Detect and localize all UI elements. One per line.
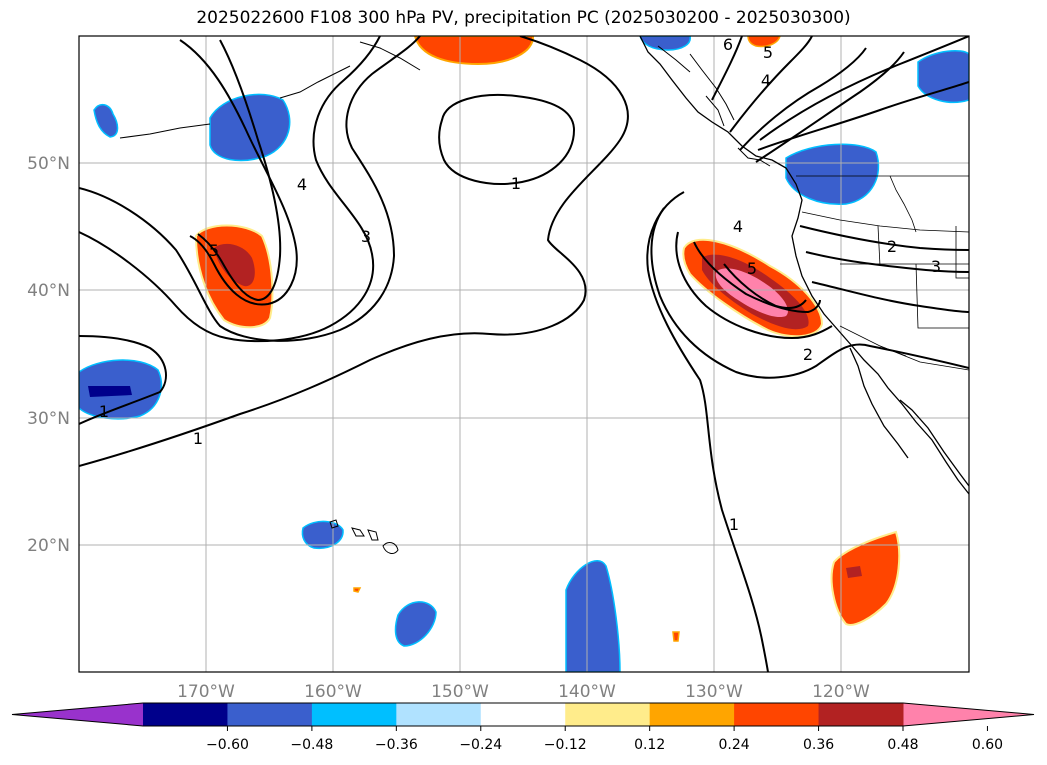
contour-label: 5	[209, 241, 219, 260]
precip-core-west-negative	[88, 386, 132, 397]
map-frame	[78, 35, 970, 673]
precip-blob-gulf-north-positive	[413, 36, 534, 66]
precip-blob-bering-negative	[209, 93, 291, 162]
contour-labels: 1 1 1 1 2 2 3 3 4 4 4 5 5 5 6	[99, 35, 941, 534]
gridlines	[79, 36, 969, 672]
map-title: 2025022600 F108 300 hPa PV, precipitatio…	[196, 8, 851, 28]
contour-label: 3	[361, 227, 371, 246]
lat-tick-label: 30°N	[27, 409, 70, 429]
pv-contour-4-ne	[739, 47, 867, 151]
precip-blob-gulf-negative	[639, 36, 691, 51]
precip-dot-positive-2	[672, 631, 680, 642]
pv-contour-5-east	[723, 263, 807, 309]
precip-blob-mexico-positive	[830, 530, 901, 626]
contour-label: 4	[297, 175, 307, 194]
contour-label: 5	[747, 259, 757, 278]
precip-core-mexico-positive	[846, 566, 862, 578]
colorbar-outline	[11, 702, 1035, 727]
lat-tick-label: 40°N	[27, 281, 70, 301]
contour-label: 1	[511, 174, 521, 193]
contour-label: 1	[729, 515, 739, 534]
pv-contour-1-south	[79, 36, 629, 467]
pv-contour-3-east	[675, 231, 833, 340]
precip-blob-south-negative	[394, 601, 437, 647]
colorbar-tick-label: −0.24	[459, 737, 502, 753]
pv-contour-5-ne	[729, 36, 813, 133]
pv-contour-4-west	[179, 39, 298, 306]
political-borders	[796, 175, 969, 371]
contour-label: 4	[761, 71, 771, 90]
colorbar-extend-high	[903, 703, 1034, 726]
colorbar-tick-label: −0.36	[375, 737, 418, 753]
lon-tick-label: 160°W	[304, 682, 362, 702]
coastlines	[119, 36, 969, 554]
pv-contour-3-west	[79, 36, 381, 343]
colorbar-tick-label: −0.60	[206, 737, 249, 753]
pv-contour-3-us	[805, 251, 969, 273]
longitude-tick-labels: 170°W 160°W 150°W 140°W 130°W 120°W	[177, 682, 870, 702]
contour-label: 1	[99, 402, 109, 421]
pv-contour-4-us	[811, 281, 969, 313]
colorbar-extend-low	[12, 703, 143, 726]
lon-tick-label: 120°W	[812, 682, 870, 702]
lon-tick-label: 170°W	[177, 682, 235, 702]
contour-label: 4	[733, 217, 743, 236]
contour-label: 1	[193, 429, 203, 448]
colorbar-tick-label: 0.60	[972, 737, 1003, 753]
lon-tick-label: 130°W	[685, 682, 743, 702]
pv-contour-2-west	[79, 36, 421, 342]
contour-label: 3	[931, 257, 941, 276]
pv-contour-2-east	[650, 207, 969, 379]
precip-positive-areas	[194, 36, 901, 642]
lat-tick-label: 20°N	[27, 536, 70, 556]
precip-blob-gulf-ne-positive	[747, 36, 781, 48]
colorbar: −0.60 −0.48 −0.36 −0.24 −0.12 0.12 0.24 0.36 0.4…	[11, 702, 1035, 753]
precip-negative-areas	[79, 36, 969, 672]
colorbar-segment	[143, 703, 228, 726]
contour-label: 6	[723, 35, 733, 54]
contour-label: 5	[763, 43, 773, 62]
precip-blob-aleutian-negative	[93, 103, 119, 138]
precip-blob-canada-negative	[917, 49, 969, 104]
latitude-tick-labels: 50°N 40°N 30°N 20°N	[27, 154, 70, 556]
precip-blob-bc-negative	[785, 143, 880, 205]
colorbar-tick-label: 0.24	[719, 737, 750, 753]
colorbar-tick-label: 0.12	[634, 737, 665, 753]
colorbar-tick-label: 0.48	[887, 737, 918, 753]
colorbar-segment	[649, 703, 735, 726]
pv-contour-1-west	[79, 335, 167, 425]
colorbar-segment	[227, 703, 313, 726]
lat-tick-label: 50°N	[27, 154, 70, 174]
colorbar-segment	[734, 703, 820, 726]
pv-contour-6-ne	[711, 36, 743, 101]
colorbar-tick-label: −0.48	[290, 737, 333, 753]
contour-label: 2	[803, 345, 813, 364]
pv-contour-1-gulf	[438, 94, 576, 185]
lon-tick-label: 150°W	[431, 682, 489, 702]
colorbar-segment	[818, 703, 904, 726]
precip-dot-positive-1	[353, 587, 362, 593]
colorbar-tick-label: −0.12	[544, 737, 587, 753]
precip-blob-equatorial-negative	[565, 560, 621, 672]
pv-contour-5-west	[197, 39, 282, 302]
pv-contours	[79, 36, 969, 672]
colorbar-segment	[565, 703, 651, 726]
colorbar-segment	[396, 703, 482, 726]
colorbar-segment	[311, 703, 397, 726]
precip-core-west-positive	[214, 243, 255, 287]
colorbar-segment	[480, 703, 566, 726]
pv-contour-3-ne	[755, 51, 905, 163]
pv-contour-2-us	[799, 225, 969, 251]
contour-label: 2	[887, 237, 897, 256]
lon-tick-label: 140°W	[558, 682, 616, 702]
colorbar-tick-label: 0.36	[803, 737, 834, 753]
pv-contour-1-east	[646, 191, 769, 672]
